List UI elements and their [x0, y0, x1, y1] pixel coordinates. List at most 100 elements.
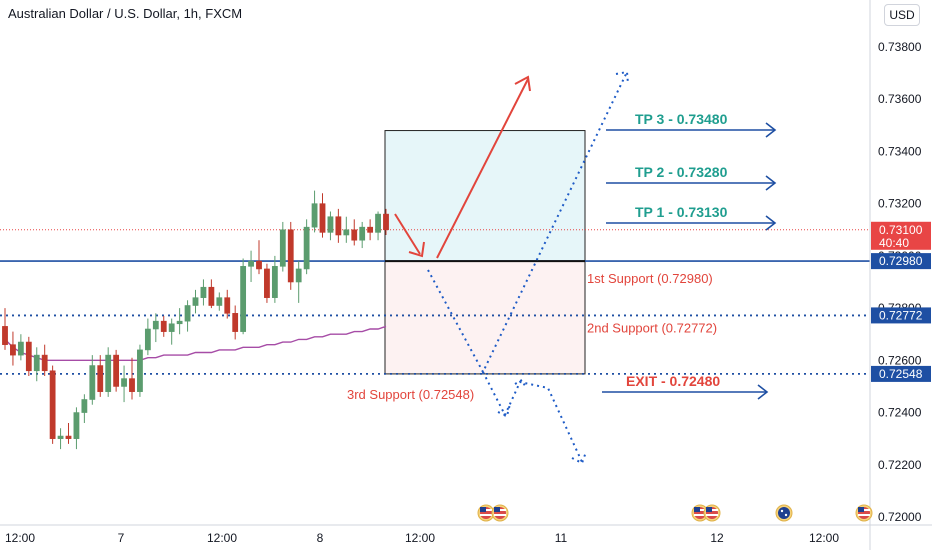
- candle-body: [129, 378, 135, 392]
- candle-body: [383, 213, 389, 231]
- candle-body: [89, 365, 96, 400]
- flag-star: [780, 509, 784, 513]
- support-label-3: 3rd Support (0.72548): [347, 387, 474, 402]
- candle-body: [367, 226, 374, 233]
- candle-body: [240, 266, 247, 332]
- y-tick-label: 0.72400: [878, 406, 922, 420]
- candle-body: [295, 268, 302, 283]
- scenario-up-arrowhead: [615, 70, 629, 85]
- scenario-path-down: [482, 371, 583, 463]
- red-up-arrow: [436, 78, 529, 259]
- current-price-value: 0.73100: [879, 223, 923, 237]
- candle-body: [73, 412, 80, 439]
- red-down-arrowhead: [408, 241, 425, 258]
- level-price-tag: [871, 307, 931, 324]
- candle-body: [17, 341, 24, 356]
- level-price-tag: [871, 365, 931, 382]
- currency-button[interactable]: USD: [884, 4, 920, 26]
- candle-body: [33, 354, 40, 372]
- tp-label-1: TP 1 - 0.73130: [635, 204, 728, 220]
- x-tick-label: 12:00: [207, 531, 237, 545]
- candle-body: [176, 320, 183, 325]
- candle-body: [224, 297, 231, 314]
- candle-body: [144, 328, 151, 351]
- exit-arrowhead: [757, 384, 769, 400]
- level-price-value: 0.72980: [879, 254, 923, 268]
- candle-body: [10, 344, 16, 356]
- candle-body: [287, 229, 294, 283]
- exit-label: EXIT - 0.72480: [626, 373, 720, 389]
- flag-stripe: [494, 514, 506, 516]
- candle-body: [311, 203, 318, 228]
- candle-body: [152, 320, 159, 330]
- candle-body: [208, 286, 215, 306]
- flag-canton: [694, 507, 700, 512]
- y-tick-label: 0.73600: [878, 92, 922, 106]
- moving-average-line: [4, 325, 387, 361]
- x-tick-label: 12:00: [405, 531, 435, 545]
- candle-body: [375, 213, 381, 233]
- red-down-arrow: [394, 213, 421, 255]
- candle-body: [279, 229, 286, 267]
- chart-title: Australian Dollar / U.S. Dollar, 1h, FXC…: [8, 6, 243, 21]
- candle-body: [81, 399, 88, 413]
- flag-canton: [480, 507, 486, 512]
- candle-body: [359, 226, 366, 241]
- y-tick-label: 0.72600: [878, 353, 922, 367]
- candle-body: [303, 226, 310, 270]
- candle-body: [200, 286, 207, 298]
- tp-arrowhead-2: [765, 175, 777, 191]
- candle-body: [319, 203, 326, 233]
- support-label-2: 2nd Support (0.72772): [587, 320, 717, 335]
- level-price-value: 0.72548: [879, 367, 923, 381]
- x-tick-label: 8: [317, 531, 324, 545]
- flag-canton: [494, 507, 500, 512]
- x-tick-label: 7: [118, 531, 125, 545]
- candle-body: [256, 260, 262, 270]
- candle-body: [97, 365, 104, 392]
- x-tick-label: 11: [555, 531, 568, 545]
- candle-body: [25, 341, 32, 372]
- flag-canton: [706, 507, 712, 512]
- scenario-mid-arrowhead-1: [497, 403, 511, 418]
- candle-body: [137, 349, 143, 392]
- y-tick-label: 0.72000: [878, 510, 922, 524]
- y-tick-label: 0.73400: [878, 144, 922, 158]
- candle-body: [232, 313, 239, 332]
- current-price-tag: [871, 221, 931, 250]
- flag-inner: [778, 507, 790, 519]
- tp-arrowhead-3: [765, 122, 777, 138]
- scenario-mid-arrowhead-2: [514, 378, 527, 389]
- candle-body: [264, 268, 270, 298]
- candle-body: [57, 435, 64, 439]
- candle-body: [105, 354, 112, 392]
- candle-body: [49, 370, 56, 439]
- candle-body: [184, 305, 191, 322]
- candle-body: [343, 229, 350, 236]
- tp-label-3: TP 3 - 0.73480: [635, 111, 728, 127]
- candle-body: [271, 266, 278, 298]
- candle-body: [113, 354, 120, 387]
- candle-body: [192, 297, 199, 306]
- bar-countdown: 40:40: [879, 236, 909, 250]
- flag-stripe: [706, 514, 718, 516]
- x-tick-label: 12:00: [5, 531, 35, 545]
- x-tick-label: 12: [710, 531, 724, 545]
- y-tick-label: 0.73800: [878, 40, 922, 54]
- flag-stripe: [694, 514, 706, 516]
- tp-arrowhead-1: [765, 215, 777, 231]
- flag-star: [784, 513, 788, 517]
- flag-canton: [858, 507, 864, 512]
- level-price-tag: [871, 253, 931, 270]
- candle-body: [335, 216, 342, 236]
- tp-label-2: TP 2 - 0.73280: [635, 164, 728, 180]
- candle-body: [248, 260, 254, 267]
- target-zone: [384, 130, 586, 262]
- candle-body: [65, 435, 72, 439]
- stop-zone: [384, 260, 586, 375]
- candle-body: [216, 297, 223, 306]
- flag-stripe: [480, 514, 492, 516]
- red-up-arrowhead: [514, 75, 531, 92]
